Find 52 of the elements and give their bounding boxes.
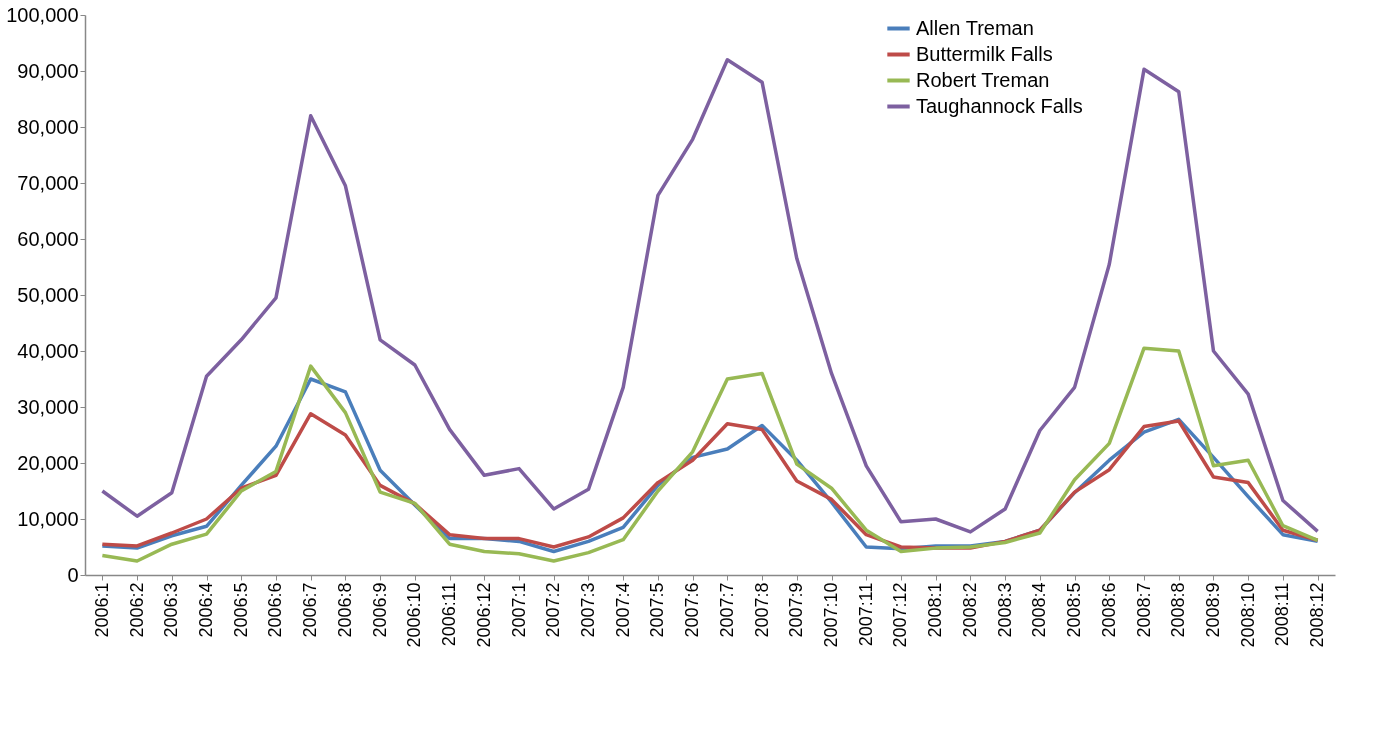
x-tick-label: 2008:6 — [1098, 582, 1119, 638]
x-tick-label: 2006:5 — [230, 582, 251, 638]
x-tick-label: 2008:8 — [1168, 582, 1189, 638]
x-tick-label: 2007:5 — [647, 582, 668, 638]
x-tick-label: 2008:9 — [1202, 582, 1223, 638]
x-tick-label: 2007:7 — [716, 582, 737, 638]
x-tick-label: 2007:3 — [577, 582, 598, 638]
x-tick-label: 2007:11 — [855, 582, 876, 647]
x-tick-label: 2008:12 — [1307, 582, 1328, 648]
x-tick-label: 2006:2 — [126, 582, 147, 638]
x-tick-label: 2006:4 — [196, 582, 217, 638]
y-tick-label: 10,000 — [17, 507, 79, 530]
x-tick-label: 2006:9 — [369, 582, 390, 638]
legend-label: Taughannock Falls — [916, 94, 1083, 117]
x-tick-label: 2007:8 — [751, 582, 772, 638]
y-tick-label: 30,000 — [17, 395, 79, 418]
x-tick-label: 2008:5 — [1064, 582, 1085, 638]
y-tick-label: 80,000 — [17, 115, 79, 138]
y-tick-label: 90,000 — [17, 59, 79, 82]
x-tick-label: 2007:2 — [543, 582, 564, 638]
x-tick-label: 2008:1 — [925, 582, 946, 638]
legend-label: Robert Treman — [916, 68, 1050, 91]
x-tick-label: 2007:10 — [821, 582, 842, 648]
x-tick-label: 2007:9 — [786, 582, 807, 638]
x-tick-label: 2008:7 — [1133, 582, 1154, 638]
y-tick-label: 20,000 — [17, 451, 79, 474]
x-tick-label: 2006:1 — [91, 582, 112, 638]
x-tick-label: 2008:11 — [1272, 582, 1293, 647]
x-tick-label: 2008:2 — [959, 582, 980, 638]
y-tick-label: 70,000 — [17, 171, 79, 194]
x-tick-label: 2006:3 — [161, 582, 182, 638]
x-tick-label: 2007:4 — [612, 582, 633, 638]
y-tick-label: 0 — [67, 563, 79, 586]
y-tick-label: 60,000 — [17, 227, 79, 250]
legend-label: Allen Treman — [916, 16, 1034, 39]
x-tick-label: 2008:4 — [1029, 582, 1050, 638]
x-tick-label: 2007:6 — [682, 582, 703, 638]
x-tick-label: 2006:7 — [300, 582, 321, 638]
y-tick-label: 50,000 — [17, 283, 79, 306]
y-tick-label: 100,000 — [6, 3, 79, 26]
y-tick-label: 40,000 — [17, 339, 79, 362]
x-tick-label: 2007:1 — [508, 582, 529, 638]
x-tick-label: 2006:11 — [439, 582, 460, 647]
x-tick-label: 2006:12 — [473, 582, 494, 648]
x-tick-label: 2008:10 — [1237, 582, 1258, 648]
x-tick-label: 2006:10 — [404, 582, 425, 648]
x-tick-label: 2007:12 — [890, 582, 911, 648]
x-tick-label: 2006:6 — [265, 582, 286, 638]
line-series — [100, 346, 1320, 563]
x-tick-label: 2008:3 — [994, 582, 1015, 638]
x-tick-label: 2006:8 — [334, 582, 355, 638]
legend-label: Buttermilk Falls — [916, 42, 1053, 65]
